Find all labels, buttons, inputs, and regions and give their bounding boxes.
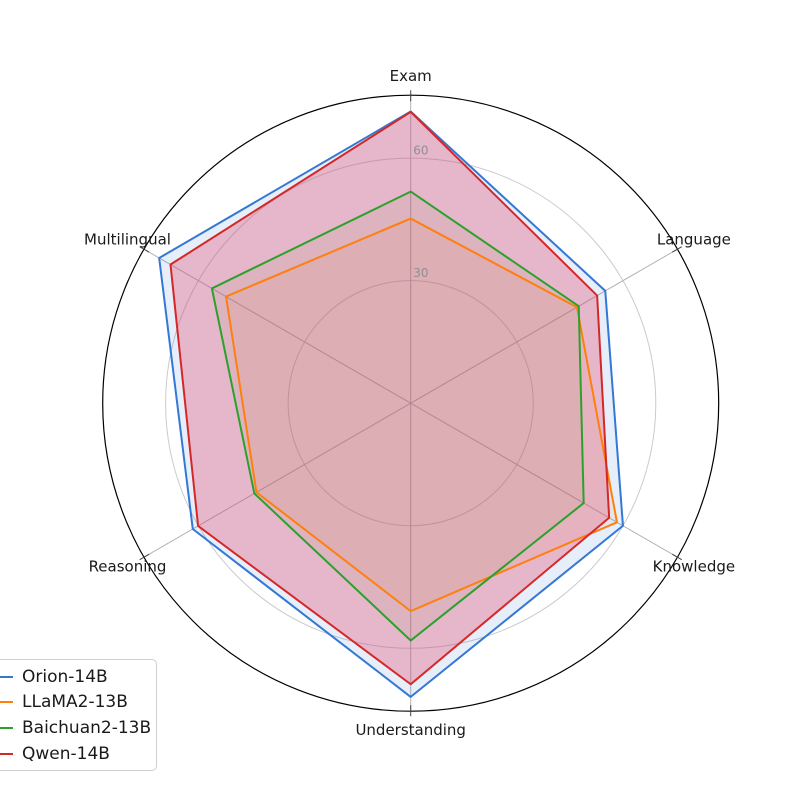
legend-line-baichuan2-13b: [0, 726, 13, 729]
series-fill-qwen-14b: [170, 111, 610, 685]
axis-tick-multilingual: [139, 246, 150, 253]
series-outline-llama2-13b: [225, 217, 618, 613]
axis-tick-reasoning: [139, 553, 150, 561]
legend-item-baichuan2-13b: Baichuan2-13B: [0, 715, 156, 741]
legend-line-llama2-13b: [0, 701, 13, 704]
legend-item-qwen-14b: Qwen-14B: [0, 741, 156, 767]
legend-label-qwen-14b: Qwen-14B: [22, 743, 110, 764]
radial-tick-label-60: 60: [413, 144, 428, 158]
legend-label-baichuan2-13b: Baichuan2-13B: [22, 717, 152, 738]
radial-tick-label-30: 30: [413, 266, 428, 280]
series-fill-llama2-13b: [226, 218, 617, 612]
axis-label-multilingual: Multilingual: [84, 231, 171, 249]
legend-line-qwen-14b: [0, 752, 13, 755]
series-outline-baichuan2-13b: [210, 190, 585, 642]
axis-label-language: Language: [657, 231, 731, 249]
axis-label-understanding: Understanding: [355, 721, 466, 739]
legend-label-llama2-13b: LLaMA2-13B: [22, 692, 128, 713]
axis-label-knowledge: Knowledge: [653, 558, 735, 576]
axis-spoke-language: [410, 248, 678, 404]
legend-item-llama2-13b: LLaMA2-13B: [0, 690, 156, 716]
axis-label-exam: Exam: [390, 67, 432, 85]
legend-line-orion-14b: [0, 675, 13, 678]
axis-label-reasoning: Reasoning: [89, 558, 167, 576]
legend-item-orion-14b: Orion-14B: [0, 664, 156, 690]
series-outline-qwen-14b: [169, 110, 611, 686]
legend-label-orion-14b: Orion-14B: [22, 666, 108, 687]
axis-spoke-reasoning: [143, 402, 411, 558]
axis-tick-language: [671, 246, 683, 253]
legend: Orion-14B LLaMA2-13B Baichuan2-13B Qwen-…: [0, 659, 157, 772]
axis-spoke-multilingual: [143, 248, 411, 404]
series-outline-orion-14b: [158, 110, 624, 698]
axis-spoke-knowledge: [410, 402, 678, 558]
axis-tick-knowledge: [671, 553, 683, 561]
